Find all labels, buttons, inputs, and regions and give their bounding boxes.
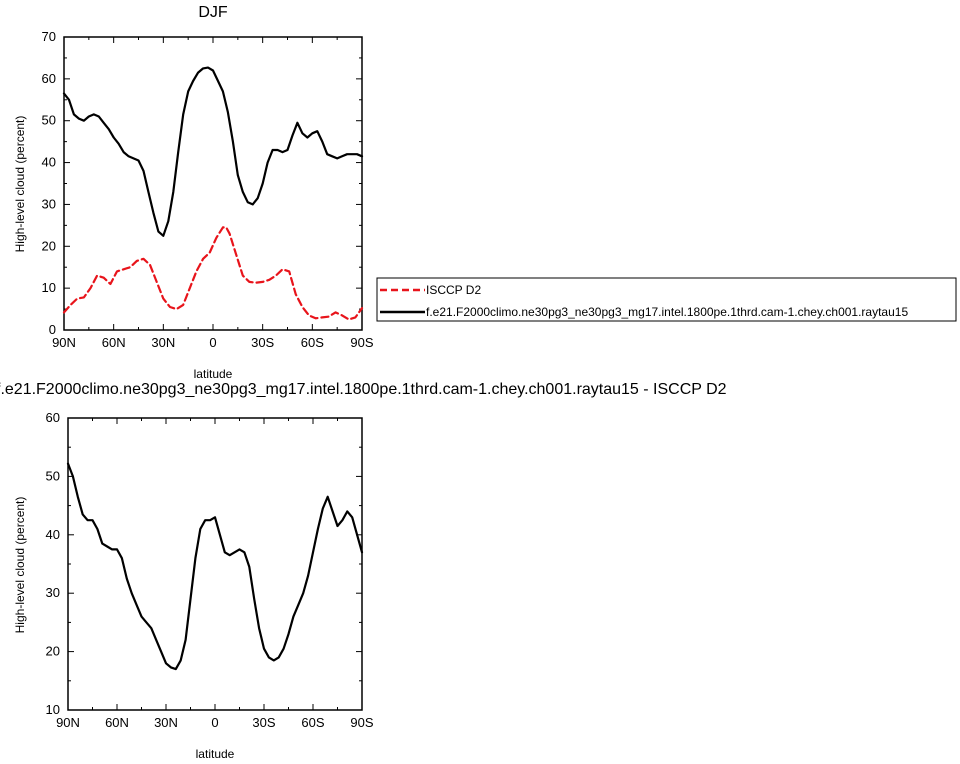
legend: ISCCP D2 f.e21.F2000climo.ne30pg3_ne30pg…	[376, 277, 957, 322]
x-tick-label: 90S	[350, 335, 373, 350]
series-line-isccp-d2	[62, 226, 364, 321]
top-x-axis-label: latitude	[194, 367, 233, 381]
x-tick-label: 90N	[56, 715, 80, 730]
plot-frame	[63, 36, 363, 331]
y-tick-label: 30	[46, 585, 60, 600]
y-tick-label: 60	[42, 71, 56, 86]
series-line-difference	[66, 462, 364, 671]
y-tick-label: 20	[46, 644, 60, 659]
top-y-axis-label: High-level cloud (percent)	[13, 116, 27, 253]
y-tick-label: 0	[49, 322, 56, 337]
y-tick-label: 10	[46, 702, 60, 717]
x-tick-label: 30N	[154, 715, 178, 730]
top-plot-area: 90N 60N 30N 0 30S 60S 90S 0 10 20 30 40 50 60 70	[42, 29, 374, 350]
x-tick-label: 60N	[102, 335, 126, 350]
bottom-y-axis-label: High-level cloud (percent)	[13, 497, 27, 634]
y-tick-label: 10	[42, 280, 56, 295]
x-tick-label: 0	[211, 715, 218, 730]
x-tick-label: 60S	[301, 715, 324, 730]
legend-label-isccp: ISCCP D2	[426, 283, 481, 297]
y-tick-label: 70	[42, 29, 56, 44]
x-tick-label: 90N	[52, 335, 76, 350]
top-chart-title: DJF	[198, 4, 228, 21]
x-tick-label: 30S	[251, 335, 274, 350]
y-tick-label: 60	[46, 410, 60, 425]
y-tick-label: 40	[46, 527, 60, 542]
y-tick-label: 20	[42, 238, 56, 253]
bottom-x-axis-label: latitude	[196, 747, 235, 761]
x-tick-label: 60N	[105, 715, 129, 730]
y-tick-label: 50	[46, 468, 60, 483]
legend-label-model: f.e21.F2000climo.ne30pg3_ne30pg3_mg17.in…	[426, 305, 908, 319]
bottom-plot-area: 90N 60N 30N 0 30S 60S 90S 10 20 30 40 50 60	[46, 410, 374, 730]
y-tick-label: 50	[42, 113, 56, 128]
series-line-model	[62, 66, 364, 237]
y-tick-label: 40	[42, 155, 56, 170]
y-tick-label: 30	[42, 196, 56, 211]
x-tick-label: 30N	[151, 335, 175, 350]
x-tick-label: 90S	[350, 715, 373, 730]
bottom-chart-title: f.e21.F2000climo.ne30pg3_ne30pg3_mg17.in…	[0, 381, 727, 398]
legend-box	[376, 277, 957, 322]
plot-frame	[67, 417, 363, 711]
x-tick-label: 0	[209, 335, 216, 350]
x-tick-label: 60S	[301, 335, 324, 350]
x-tick-label: 30S	[252, 715, 275, 730]
